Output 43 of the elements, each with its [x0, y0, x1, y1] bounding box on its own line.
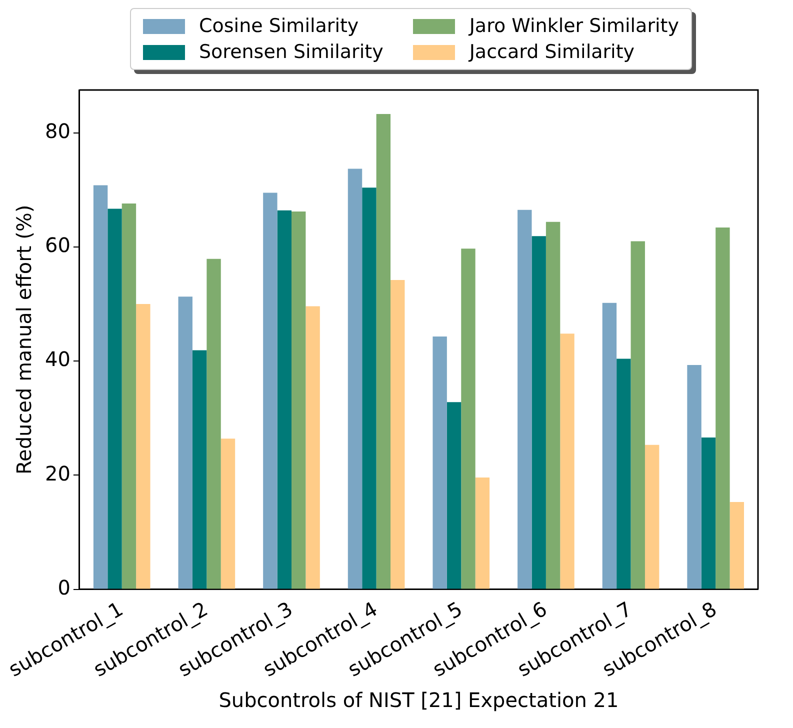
bar — [630, 241, 645, 589]
bar — [475, 477, 490, 589]
y-tick-label: 20 — [44, 461, 70, 486]
bar — [432, 336, 447, 589]
bar — [291, 212, 306, 589]
legend-label: Jaro Winkler Similarity — [469, 15, 679, 37]
bar — [616, 358, 631, 589]
bar — [461, 248, 476, 589]
bar — [532, 236, 546, 589]
bar — [687, 365, 702, 589]
bar — [446, 402, 462, 589]
bar — [108, 208, 122, 589]
bar — [602, 302, 617, 589]
legend-label: Jaccard Similarity — [469, 41, 635, 63]
bar — [716, 228, 730, 589]
bar — [730, 502, 744, 589]
bar — [306, 306, 320, 589]
bar — [192, 350, 207, 589]
bar — [206, 258, 221, 589]
bar — [220, 438, 236, 589]
y-tick-label: 0 — [58, 576, 70, 600]
bar — [376, 114, 391, 589]
bar — [362, 188, 376, 589]
bar — [390, 280, 405, 589]
y-axis-title: Reduced manual effort (%) — [12, 204, 36, 474]
bar — [136, 304, 150, 589]
bar — [122, 204, 136, 589]
bar — [348, 168, 362, 589]
y-tick-label: 80 — [44, 119, 70, 143]
y-tick-label: 60 — [44, 233, 70, 258]
bar — [263, 192, 278, 589]
legend-label: Sorensen Similarity — [199, 41, 384, 63]
bar — [560, 334, 574, 589]
bar — [277, 210, 292, 589]
bar — [518, 210, 532, 589]
x-axis-title: Subcontrols of NIST [21] Expectation 21 — [218, 688, 619, 712]
bar — [546, 222, 560, 589]
bar — [644, 444, 660, 589]
y-tick-label: 40 — [44, 347, 70, 372]
bar — [93, 185, 108, 589]
bar — [178, 296, 192, 589]
legend-label: Cosine Similarity — [199, 15, 359, 37]
bar — [701, 438, 716, 589]
